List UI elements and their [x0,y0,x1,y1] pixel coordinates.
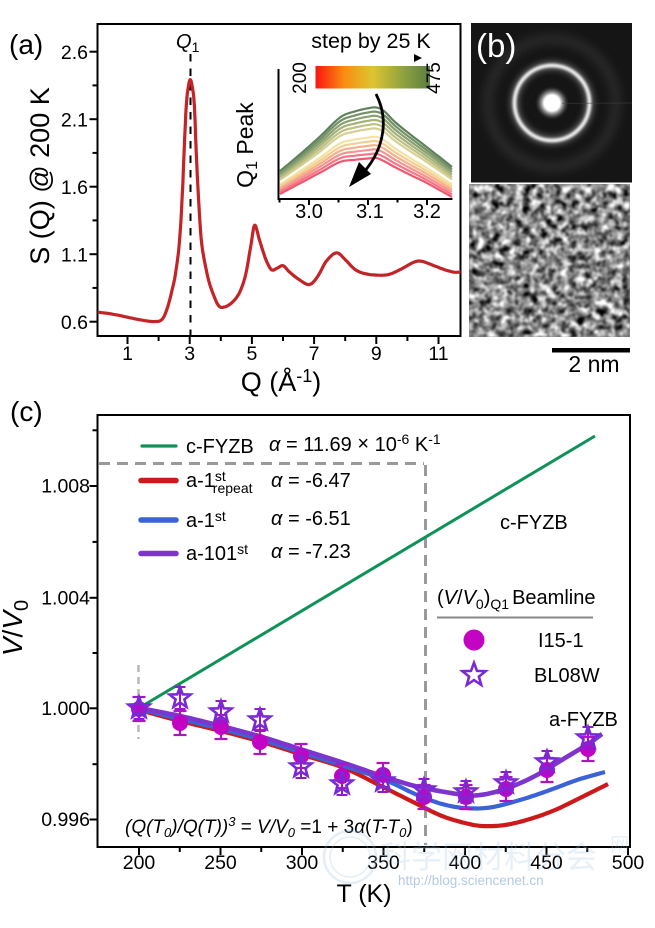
svg-text:α = 11.69 × 10-6 K-1: α = 11.69 × 10-6 K-1 [269,431,441,456]
svg-text:250: 250 [204,852,237,874]
svg-text:1: 1 [122,343,133,365]
svg-text:5: 5 [246,343,257,365]
svg-text:2.6: 2.6 [61,42,88,64]
svg-text:400: 400 [449,852,482,874]
svg-text:I15-1: I15-1 [538,630,584,652]
svg-text:0.996: 0.996 [41,809,90,831]
svg-text:0.6: 0.6 [61,312,88,334]
svg-text:11: 11 [428,343,448,365]
svg-text:α = -6.47: α = -6.47 [271,470,351,492]
svg-text:科学网材料分会: 科学网材料分会 [380,840,597,875]
svg-text:1.1: 1.1 [61,245,88,267]
svg-text:1.000: 1.000 [41,698,90,720]
svg-text:α = -6.51: α = -6.51 [271,508,351,530]
svg-text:α = -7.23: α = -7.23 [271,541,351,563]
svg-text:3.1: 3.1 [356,201,384,223]
svg-text:T (K): T (K) [336,880,391,908]
svg-text:a-FYZB: a-FYZB [549,709,618,731]
svg-text:300: 300 [286,852,319,874]
svg-text:(c): (c) [10,396,43,427]
svg-text:7: 7 [309,343,320,365]
svg-text:2.1: 2.1 [61,110,88,132]
svg-text:网: 网 [610,835,629,856]
svg-text:Q1 Peak: Q1 Peak [232,102,261,188]
svg-text:1.008: 1.008 [41,476,90,498]
svg-text:200: 200 [123,852,156,874]
svg-text:350: 350 [367,852,400,874]
svg-text:2 nm: 2 nm [568,351,619,377]
svg-text:c-FYZB: c-FYZB [500,512,568,534]
svg-text:1.6: 1.6 [61,177,88,199]
svg-text:step by 25 K: step by 25 K [311,29,431,53]
svg-text:BL08W: BL08W [534,665,600,687]
svg-text:3.0: 3.0 [295,201,323,223]
svg-text:1.004: 1.004 [41,588,90,610]
svg-text:3: 3 [184,343,195,365]
svg-text:c-FYZB: c-FYZB [186,436,254,458]
svg-text:500: 500 [612,852,645,874]
svg-text:S (Q) @ 200 K: S (Q) @ 200 K [25,87,55,264]
svg-text:9: 9 [371,343,382,365]
svg-text:(a): (a) [9,29,43,60]
svg-text:200: 200 [290,62,311,94]
svg-text:(Q(T0)/Q(T))3 = V/V0 =1 + 3α(T: (Q(T0)/Q(T))3 = V/V0 =1 + 3α(T-T0) [125,814,413,840]
svg-text:450: 450 [530,852,563,874]
svg-text:http://blog.sciencenet.cn: http://blog.sciencenet.cn [398,873,544,888]
svg-text:3.2: 3.2 [413,201,441,223]
svg-text:475: 475 [424,62,445,94]
svg-text:(b): (b) [476,27,516,64]
